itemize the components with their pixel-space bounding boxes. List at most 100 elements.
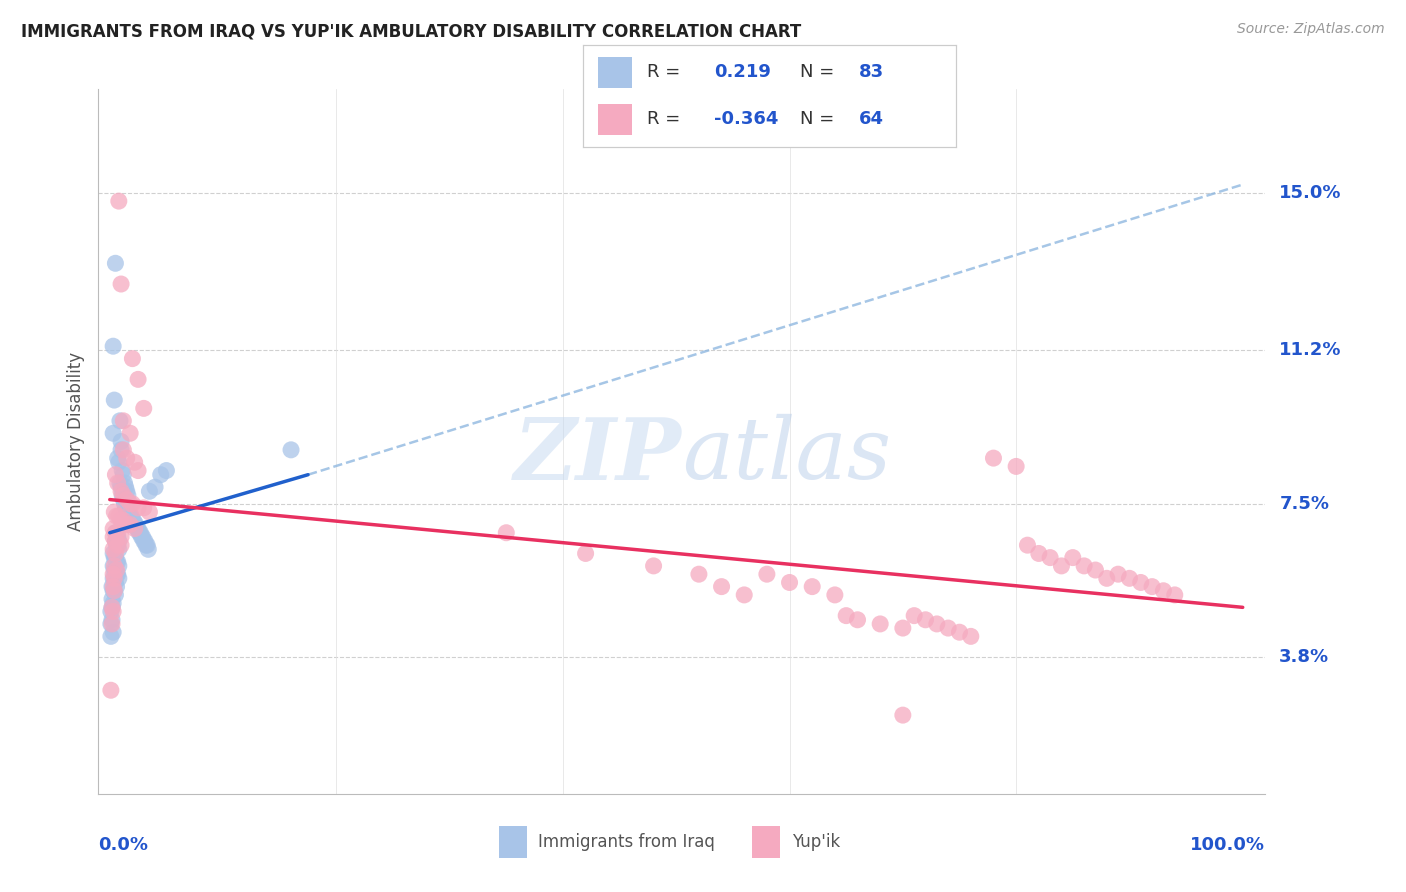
Point bbox=[1095, 571, 1118, 585]
Point bbox=[101, 546, 124, 560]
Point bbox=[891, 708, 914, 723]
Point bbox=[110, 513, 132, 527]
Point bbox=[101, 592, 124, 607]
Point bbox=[103, 575, 125, 590]
Point bbox=[112, 467, 135, 482]
Point bbox=[103, 571, 125, 585]
Point bbox=[733, 588, 755, 602]
Point bbox=[122, 513, 145, 527]
Point bbox=[1107, 567, 1129, 582]
Point bbox=[118, 505, 141, 519]
Point bbox=[1005, 459, 1028, 474]
Point bbox=[101, 580, 124, 594]
Point bbox=[103, 393, 125, 408]
Point bbox=[125, 517, 148, 532]
Point bbox=[1152, 583, 1174, 598]
Point bbox=[115, 484, 138, 499]
Point bbox=[101, 605, 124, 619]
Point bbox=[115, 492, 138, 507]
Point bbox=[914, 613, 936, 627]
Point bbox=[104, 550, 127, 565]
Point bbox=[903, 608, 925, 623]
Text: Yup'ik: Yup'ik bbox=[792, 833, 839, 851]
Point bbox=[869, 616, 891, 631]
Point bbox=[801, 580, 824, 594]
Point bbox=[114, 497, 136, 511]
Text: N =: N = bbox=[800, 62, 834, 81]
Text: 11.2%: 11.2% bbox=[1279, 342, 1341, 359]
Point bbox=[108, 455, 131, 469]
Point bbox=[108, 534, 131, 549]
Text: -0.364: -0.364 bbox=[714, 110, 779, 128]
Point bbox=[105, 530, 128, 544]
Point bbox=[959, 629, 981, 643]
Point bbox=[104, 546, 127, 560]
Point bbox=[143, 480, 166, 494]
Point bbox=[104, 534, 127, 549]
Point bbox=[110, 434, 132, 449]
Bar bbox=[599, 57, 631, 87]
Text: 3.8%: 3.8% bbox=[1279, 648, 1330, 666]
Point bbox=[835, 608, 858, 623]
Point bbox=[136, 542, 159, 557]
Point bbox=[117, 488, 139, 502]
Point bbox=[925, 616, 948, 631]
Point bbox=[710, 580, 733, 594]
Point bbox=[1062, 550, 1084, 565]
Point bbox=[107, 555, 129, 569]
Point bbox=[120, 497, 142, 511]
Point bbox=[114, 500, 136, 515]
Point bbox=[131, 530, 153, 544]
Point bbox=[107, 525, 129, 540]
Point bbox=[120, 517, 142, 532]
Point bbox=[103, 563, 125, 577]
Point bbox=[127, 372, 149, 386]
Point bbox=[891, 621, 914, 635]
Point bbox=[124, 455, 146, 469]
Point bbox=[127, 522, 149, 536]
Point bbox=[104, 534, 127, 549]
Point bbox=[131, 530, 153, 544]
Point bbox=[104, 525, 127, 540]
Point bbox=[121, 351, 143, 366]
Point bbox=[936, 621, 959, 635]
Point bbox=[105, 538, 128, 552]
Point bbox=[110, 442, 132, 457]
Point bbox=[110, 277, 132, 291]
Point bbox=[111, 488, 134, 502]
Bar bbox=[499, 826, 527, 858]
Point bbox=[149, 467, 172, 482]
Point bbox=[127, 500, 149, 515]
Point bbox=[1028, 546, 1050, 560]
Point bbox=[1084, 563, 1107, 577]
Point bbox=[112, 513, 135, 527]
Point bbox=[101, 600, 124, 615]
Text: 83: 83 bbox=[859, 62, 884, 81]
Text: Immigrants from Iraq: Immigrants from Iraq bbox=[538, 833, 716, 851]
Point bbox=[108, 194, 131, 208]
Point bbox=[110, 484, 132, 499]
Point bbox=[101, 530, 124, 544]
Point bbox=[108, 542, 131, 557]
Point bbox=[104, 563, 127, 577]
Point bbox=[1129, 575, 1152, 590]
Point bbox=[104, 588, 127, 602]
Point bbox=[105, 580, 128, 594]
Point bbox=[132, 534, 155, 549]
Point bbox=[124, 522, 146, 536]
Text: Source: ZipAtlas.com: Source: ZipAtlas.com bbox=[1237, 22, 1385, 37]
Point bbox=[108, 558, 131, 573]
Point bbox=[138, 505, 160, 519]
Point bbox=[112, 488, 135, 502]
Point bbox=[135, 538, 157, 552]
Point bbox=[110, 538, 132, 552]
Point bbox=[101, 426, 124, 441]
Text: IMMIGRANTS FROM IRAQ VS YUP'IK AMBULATORY DISABILITY CORRELATION CHART: IMMIGRANTS FROM IRAQ VS YUP'IK AMBULATOR… bbox=[21, 22, 801, 40]
Point bbox=[101, 616, 124, 631]
Point bbox=[108, 571, 131, 585]
Point bbox=[112, 492, 135, 507]
Point bbox=[1164, 588, 1187, 602]
Point bbox=[824, 588, 846, 602]
Text: ZIP: ZIP bbox=[515, 414, 682, 498]
Bar bbox=[752, 826, 780, 858]
